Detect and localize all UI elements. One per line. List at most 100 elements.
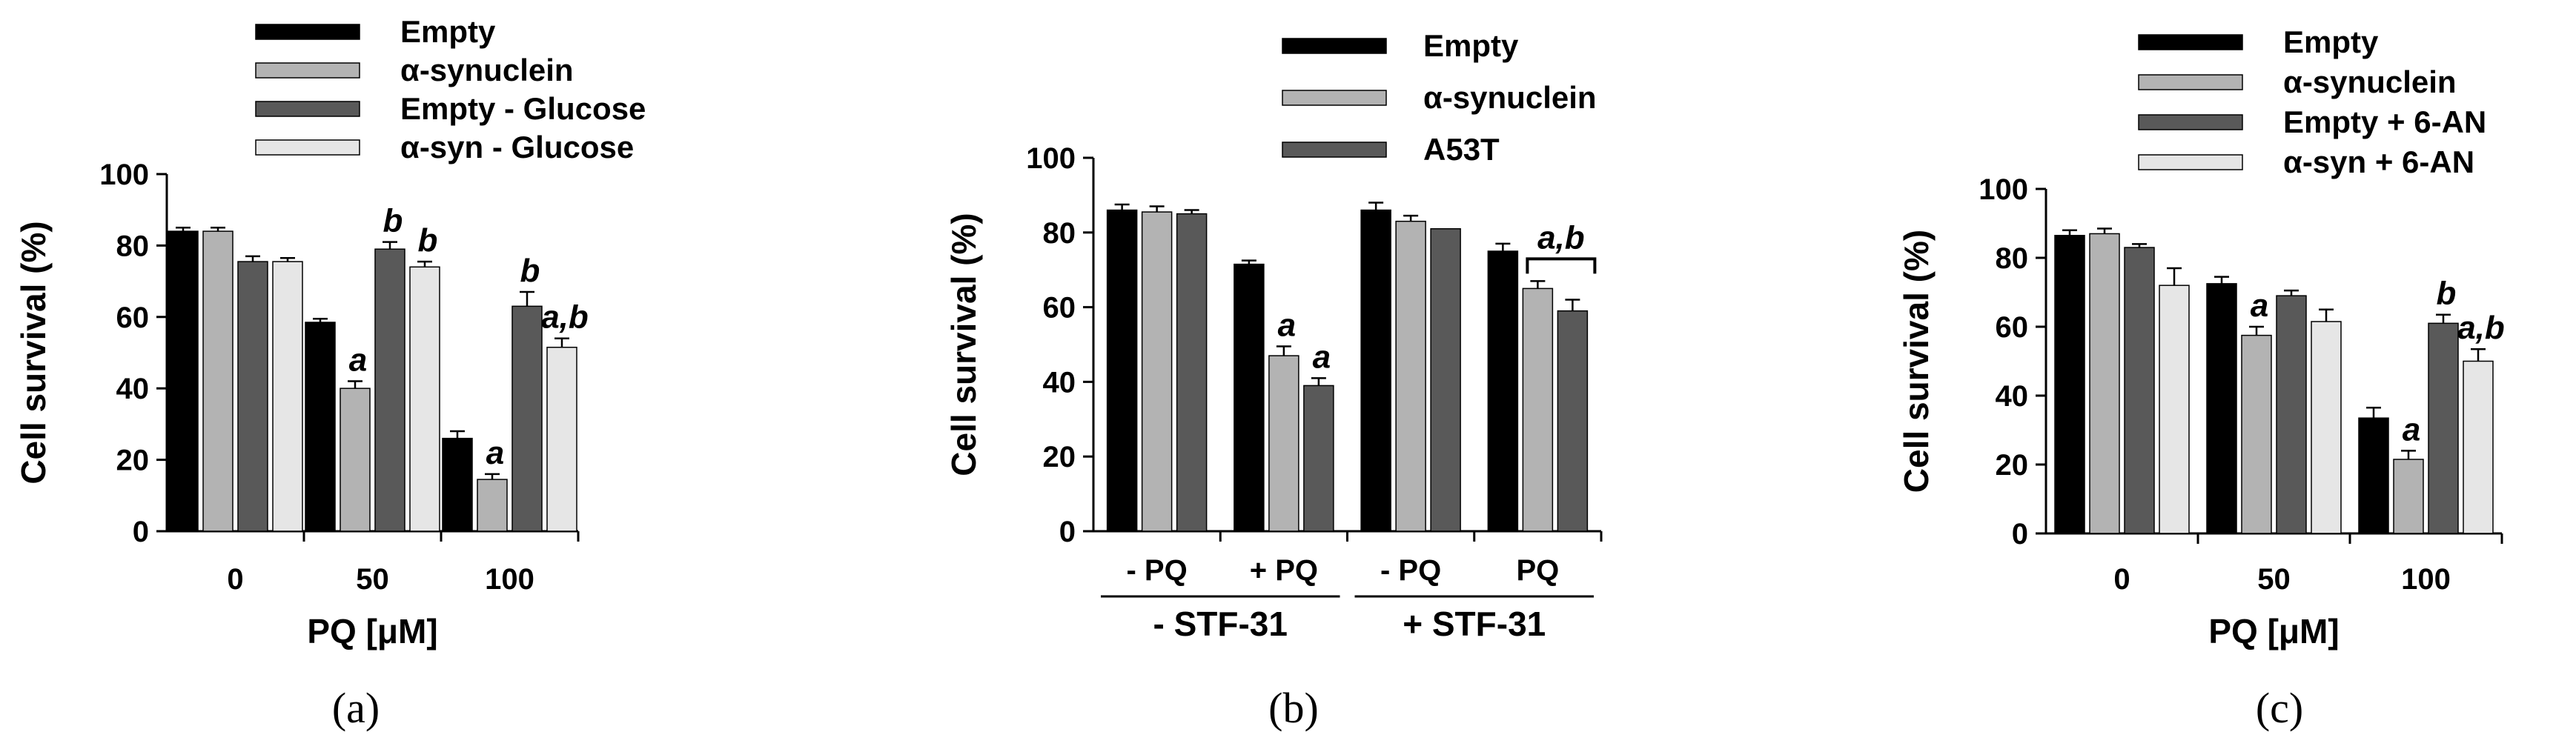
bar — [2311, 321, 2342, 534]
legend-label: α-syn + 6-AN — [2283, 144, 2474, 179]
x-tick-label: 50 — [356, 563, 389, 596]
bar — [1522, 287, 1554, 532]
bar — [2089, 233, 2120, 534]
y-tick-label: 20 — [1043, 441, 1076, 473]
bar — [2276, 295, 2307, 534]
bar — [2393, 459, 2424, 534]
bar — [168, 230, 199, 532]
bar — [1106, 209, 1138, 532]
significance-label: a,b — [1537, 219, 1585, 256]
y-tick-label: 100 — [1026, 142, 1076, 175]
legend-swatch — [255, 101, 360, 117]
bar — [374, 248, 405, 532]
y-tick-label: 40 — [116, 373, 150, 405]
y-axis-label: Cell survival (%) — [1897, 230, 1936, 493]
x-tick-label: 0 — [227, 563, 243, 596]
bar — [409, 266, 440, 532]
bar — [1176, 213, 1208, 532]
chart-panel-c: 0 20 40 60 80 100 Cell survival (%) 0 50 100 PQ [μ… — [1897, 24, 2505, 732]
x-tick-label: 0 — [2113, 563, 2130, 596]
legend-label: α-synuclein — [2283, 64, 2457, 99]
bar — [305, 322, 336, 532]
x-tick-label: 100 — [485, 563, 534, 596]
bar — [1360, 209, 1391, 532]
legend-label: α-synuclein — [400, 53, 574, 87]
y-tick-label: 0 — [2012, 518, 2028, 550]
x-tick-label: 50 — [2257, 563, 2291, 596]
bar — [1141, 211, 1173, 532]
significance-label: a — [1313, 339, 1331, 375]
legend-swatch — [1282, 90, 1387, 106]
legend-label: A53T — [1423, 132, 1500, 167]
legend-swatch — [255, 24, 360, 40]
panel-caption: (a) — [332, 684, 380, 732]
bar — [2428, 322, 2459, 534]
bar — [2124, 247, 2155, 534]
bar — [2206, 283, 2237, 534]
legend-label: α-synuclein — [1423, 80, 1597, 115]
panel-caption: (b) — [1268, 684, 1319, 732]
bar — [1487, 250, 1519, 532]
panel-caption: (c) — [2256, 684, 2303, 732]
y-tick-label: 20 — [1996, 449, 2029, 482]
significance-label: a — [2403, 411, 2420, 447]
significance-label: b — [383, 203, 403, 239]
legend-swatch — [255, 62, 360, 79]
bar — [2463, 360, 2494, 534]
significance-label: a — [1278, 307, 1296, 344]
y-tick-label: 60 — [1996, 311, 2029, 344]
legend-label: Empty + 6-AN — [2283, 104, 2486, 139]
x-tick-label: - PQ — [1380, 554, 1441, 587]
y-axis-label: Cell survival (%) — [14, 221, 53, 484]
y-tick-label: 60 — [116, 302, 150, 334]
x-axis-label: PQ [μM] — [2208, 612, 2339, 650]
legend-label: Empty — [400, 14, 496, 49]
bar — [1234, 263, 1265, 532]
bar — [272, 261, 303, 532]
bar — [1557, 310, 1589, 532]
bar — [2241, 334, 2272, 534]
y-tick-label: 100 — [99, 159, 149, 191]
legend-label: Empty — [2283, 24, 2379, 59]
x-tick-label: - PQ — [1127, 554, 1188, 587]
legend-swatch — [2138, 114, 2243, 130]
significance-label: a — [2251, 287, 2268, 324]
bar — [340, 387, 371, 532]
legend-label: α-syn - Glucose — [400, 130, 634, 164]
y-tick-label: 80 — [1996, 242, 2029, 275]
legend-label: Empty - Glucose — [400, 91, 646, 126]
chart-panel-b: 0 20 40 60 80 100 Cell survival (%) - PQ + PQ - P… — [944, 28, 1603, 732]
bar — [1268, 355, 1299, 532]
significance-label: a,b — [2457, 310, 2505, 346]
legend-label: Empty — [1423, 28, 1519, 63]
y-tick-label: 40 — [1996, 380, 2029, 413]
y-tick-label: 80 — [1043, 217, 1076, 250]
bar — [546, 347, 577, 532]
y-tick-label: 80 — [116, 230, 150, 262]
y-tick-label: 40 — [1043, 366, 1076, 399]
bar — [442, 437, 473, 532]
y-tick-label: 60 — [1043, 292, 1076, 325]
significance-label: a — [349, 342, 367, 379]
y-tick-label: 0 — [133, 516, 149, 548]
bar — [202, 230, 234, 532]
bar — [2358, 417, 2389, 534]
x-tick-label: PQ — [1516, 554, 1559, 587]
bar — [1395, 220, 1426, 532]
legend-swatch — [1282, 142, 1387, 158]
significance-label: a,b — [541, 299, 589, 336]
bar — [1303, 385, 1334, 532]
significance-label: b — [418, 222, 438, 259]
legend-swatch — [1282, 38, 1387, 54]
bar — [1430, 228, 1461, 532]
chart-panel-a: 0 20 40 60 80 100 Cell survival (%) 0 50 100 PQ [μ… — [14, 14, 646, 732]
y-axis-label: Cell survival (%) — [944, 213, 983, 476]
legend-swatch — [2138, 34, 2243, 50]
significance-label: a — [486, 435, 504, 471]
y-tick-label: 0 — [1059, 516, 1076, 548]
significance-label: b — [520, 253, 540, 289]
x-tick-label: 100 — [2401, 563, 2451, 596]
bar — [2159, 285, 2190, 534]
legend-swatch — [2138, 74, 2243, 90]
